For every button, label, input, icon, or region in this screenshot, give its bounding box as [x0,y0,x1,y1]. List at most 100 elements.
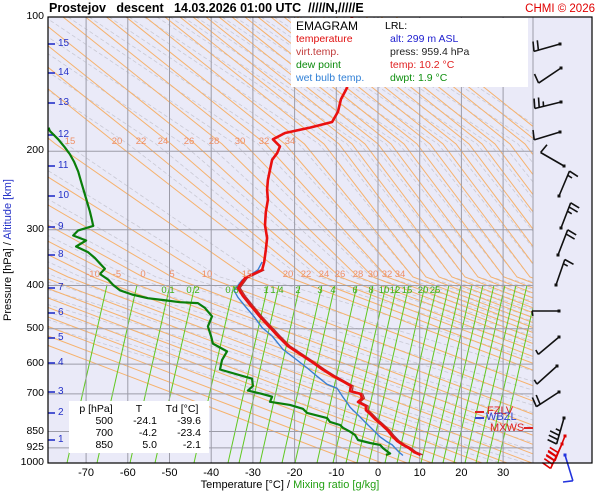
fzlv-label: FZLV [487,405,514,417]
temperature-tick-label: 30 [496,467,510,479]
levels-table: p [hPa] T Td [°C] 500 -24.1 -39.6 700 -4.2 -23.4… [69,401,209,453]
mixing-ratio-label: 4 [330,285,336,296]
table-cell: 5.0 [142,439,157,451]
wind-barb [541,442,564,470]
mixing-ratio-label: 10 [378,285,390,296]
dry-adiabat-label: 26 [334,269,346,280]
wind-barb [556,229,577,257]
mixing-ratio-label: 1.4 [270,285,284,296]
dry-adiabat-label: 32 [258,136,270,147]
x-axis-title-temperature: Temperature [°C] / [200,479,291,491]
table-cell: -2.1 [182,439,201,451]
dry-adiabat-label: 30 [367,269,379,280]
mixing-ratio-label: 0.2 [186,285,200,296]
temperature-tick-label: 20 [455,467,468,479]
wind-barb [539,144,566,168]
wind-barb [557,170,579,198]
mixing-ratio-label: 0.5 [225,285,239,296]
table-row: 500 -24.1 -39.6 [73,415,205,427]
dry-adiabat-label: 22 [300,269,312,280]
wind-barb [531,390,561,408]
x-axis-title: Temperature [°C] / Mixing ratio [g/kg] [90,479,490,491]
dry-adiabat-label: 34 [284,136,296,147]
table-header-cell: p [hPa] [79,403,113,415]
table-cell: 500 [95,415,113,427]
dry-adiabat-label: -10 [86,269,100,280]
x-axis-title-mixing-ratio: Mixing ratio [g/kg] [290,479,380,491]
page-title: Prostejov descent 14.03.2026 01:00 UTC /… [49,1,364,15]
legend-heading: EMAGRAM [296,19,359,33]
dry-adiabat-label: 15 [241,269,253,280]
wind-barb [532,129,562,141]
dry-adiabat-label: 10 [201,269,213,280]
altitude-tick-label: 2 [58,407,64,418]
temperature-tick-label: -50 [161,467,178,479]
virtual-temperature-curve [239,269,423,456]
y-axis-title: Pressure [hPa] / Altitude [km] [2,140,16,360]
lrl-temperature: temp: 10.2 °C [390,59,455,71]
temperature-tick-label: -20 [286,467,303,479]
wind-barb [533,66,563,84]
altitude-tick-label: 5 [58,332,64,343]
dew-point-curve [48,127,392,456]
pressure-tick-label: 700 [26,386,44,399]
dry-adiabat-label: 5 [169,269,175,280]
altitude-tick-label: 6 [58,307,64,318]
pressure-tick-label: 500 [26,321,44,334]
wind-barb [533,97,563,110]
altitude-tick-label: 1 [58,434,64,445]
dry-adiabat-label: 0 [140,269,146,280]
mixing-ratio-label: 1 [263,285,269,296]
table-header-cell: T [135,403,143,415]
table-cell: -24.1 [133,415,157,427]
temperature-tick-label: -40 [203,467,220,479]
dry-adiabat-label: 34 [394,269,406,280]
mixing-ratio-lines [66,284,533,463]
pressure-tick-label: 850 [26,424,44,437]
mixing-ratio-label: 12 [389,285,401,296]
table-header-cell: Td [°C] [165,403,199,415]
wind-barb [562,453,574,483]
temperature-tick-label: -30 [244,467,261,479]
dry-adiabat-label: 15 [64,136,76,147]
lrl-info-box: LRL: alt: 299 m ASL press: 959.4 hPa tem… [380,18,528,87]
wind-barb [559,202,580,230]
wind-barb [554,258,574,287]
table-row: 850 5.0 -2.1 [73,439,205,451]
table-cell: 850 [95,439,113,451]
dry-adiabat-label: 26 [183,136,195,147]
temperature-curve [236,17,422,457]
table-cell: -39.6 [177,415,201,427]
altitude-tick-label: 8 [58,249,64,260]
altitude-tick-label: 14 [58,67,70,78]
altitude-tick-label: 3 [58,386,64,397]
dry-adiabat-label: 32 [381,269,393,280]
table-header-row: p [hPa] T Td [°C] [73,403,205,415]
pressure-tick-label: 300 [26,222,44,235]
pressure-tick-label: 100 [26,10,44,22]
y-axis-title-altitude: Altitude [km] [2,179,14,240]
table-cell: -23.4 [177,427,201,439]
table-row: 700 -4.2 -23.4 [73,427,205,439]
emagram-legend: EMAGRAM temperature virt.temp. dew point… [291,18,381,87]
dry-adiabat-label: 30 [234,136,246,147]
altitude-tick-label: 15 [58,38,70,49]
dry-adiabat-label: -5 [112,269,122,280]
table-cell: 700 [95,427,113,439]
table-cell: -4.2 [138,427,157,439]
pressure-tick-label: 1000 [20,456,44,468]
altitude-tick-label: 11 [58,160,69,171]
dry-adiabat-label: 28 [208,136,220,147]
mixing-ratio-label: 8 [368,285,374,296]
dry-adiabat-label: 20 [282,269,294,280]
wind-barb [535,335,561,356]
temperature-tick-label: -60 [119,467,136,479]
wind-barb [531,309,561,317]
lrl-altitude: alt: 299 m ASL [390,33,459,45]
temperature-tick-label: -10 [328,467,345,479]
wind-barb [532,40,562,53]
lrl-pressure: press: 959.4 hPa [390,46,470,58]
altitude-tick-label: 12 [58,129,70,140]
